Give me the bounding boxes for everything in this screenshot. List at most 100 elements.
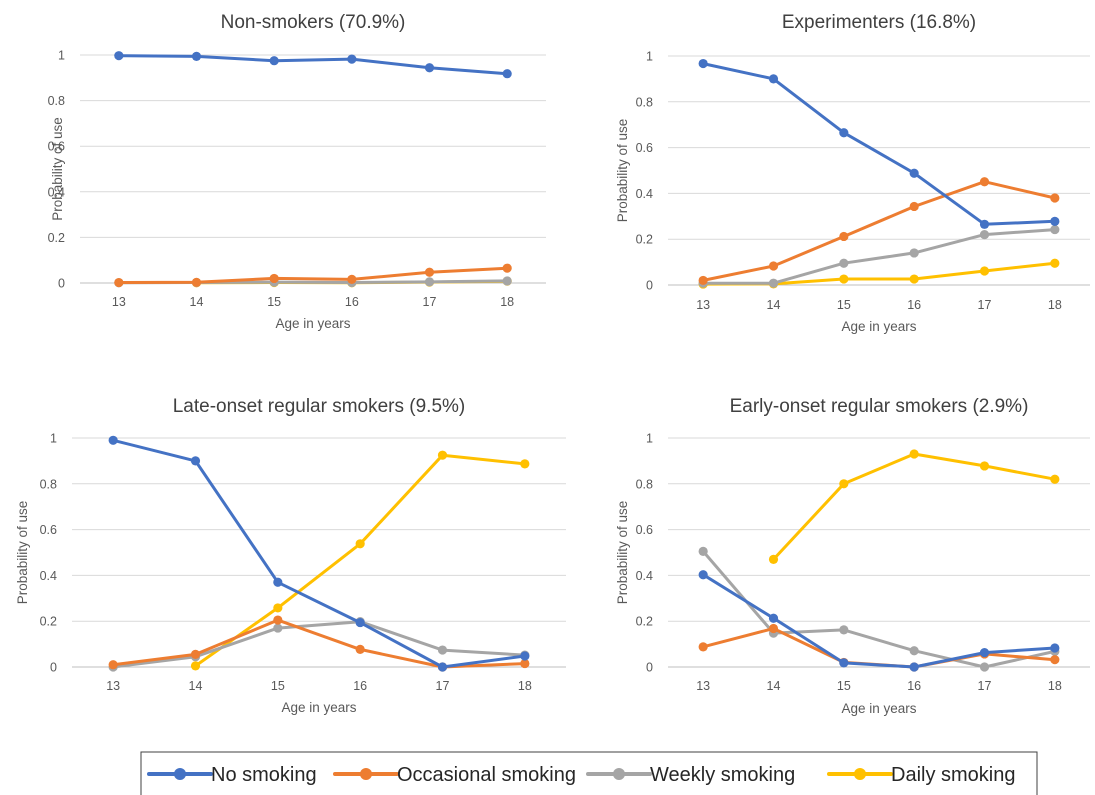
data-point <box>909 168 919 178</box>
x-tick-label: 14 <box>190 295 204 309</box>
x-axis-label: Age in years <box>841 319 916 334</box>
data-point <box>1050 655 1060 665</box>
data-point <box>909 274 919 284</box>
data-point <box>114 277 124 288</box>
data-point <box>273 615 283 625</box>
y-tick-label: 0.4 <box>636 569 653 583</box>
data-point <box>1050 216 1060 226</box>
data-point <box>1050 193 1060 203</box>
y-tick-label: 0.2 <box>636 233 653 247</box>
data-point <box>190 649 201 660</box>
data-point <box>520 459 530 469</box>
y-tick-label: 0.4 <box>40 569 57 583</box>
data-point <box>355 539 365 549</box>
data-point <box>355 617 365 628</box>
data-point <box>520 651 530 661</box>
x-tick-label: 16 <box>353 679 367 693</box>
y-tick-label: 1 <box>646 432 653 446</box>
y-tick-label: 0 <box>58 277 65 291</box>
x-axis-label: Age in years <box>275 316 350 331</box>
x-tick-label: 18 <box>1048 298 1062 312</box>
data-point <box>437 645 448 655</box>
data-point <box>1050 643 1060 653</box>
series-line-no-smoking <box>701 62 1057 226</box>
data-point <box>768 74 779 84</box>
series-line-occasional-smoking <box>701 180 1057 282</box>
data-point <box>347 274 357 284</box>
data-point <box>768 554 779 564</box>
data-point <box>108 660 118 670</box>
y-tick-label: 0.4 <box>48 185 65 199</box>
data-point <box>909 646 919 656</box>
series-line-no-smoking <box>117 54 509 76</box>
y-axis-label: Probability of use <box>615 501 630 605</box>
data-point <box>839 231 849 242</box>
series-line-daily-smoking <box>772 452 1057 561</box>
y-tick-label: 0.8 <box>48 94 65 108</box>
y-tick-label: 0 <box>50 661 57 675</box>
x-tick-label: 13 <box>696 298 710 312</box>
series-line-occasional-smoking <box>117 266 509 284</box>
chart-title: Early-onset regular smokers (2.9%) <box>730 396 1029 417</box>
data-point <box>355 644 365 654</box>
data-point <box>839 258 849 268</box>
y-tick-label: 0.6 <box>40 523 57 537</box>
y-tick-label: 0 <box>646 279 653 293</box>
x-tick-label: 17 <box>436 679 450 693</box>
data-point <box>1050 474 1060 484</box>
chart-title: Experimenters (16.8%) <box>782 12 976 33</box>
x-tick-label: 13 <box>696 679 710 693</box>
x-tick-label: 13 <box>112 295 126 309</box>
series-line-no-smoking <box>111 438 527 669</box>
data-point <box>698 58 708 69</box>
data-point <box>909 662 919 672</box>
x-tick-label: 17 <box>978 298 992 312</box>
data-point <box>114 51 124 61</box>
legend-swatch-marker <box>360 768 372 780</box>
data-point <box>698 546 708 556</box>
y-axis-label: Probability of use <box>50 117 65 221</box>
data-point <box>979 177 990 187</box>
data-point <box>698 642 708 652</box>
data-point <box>768 613 779 623</box>
x-tick-label: 15 <box>837 679 851 693</box>
data-point <box>909 449 919 459</box>
x-tick-label: 16 <box>907 679 921 693</box>
data-point <box>979 230 990 240</box>
x-tick-label: 15 <box>267 295 281 309</box>
y-tick-label: 0 <box>646 661 653 675</box>
data-point <box>502 263 512 273</box>
x-tick-label: 14 <box>189 679 203 693</box>
x-tick-label: 13 <box>106 679 120 693</box>
x-tick-label: 17 <box>423 295 437 309</box>
series-line-occasional-smoking <box>701 627 1057 669</box>
data-point <box>424 277 435 287</box>
legend: No smoking Occasional smoking Weekly smoki… <box>140 751 1038 795</box>
x-tick-label: 14 <box>767 298 781 312</box>
chart-panel-1: 0 0.2 0.4 0.6 0.8 1 13 14 15 16 17 18 Non-smokers (7… <box>48 12 546 331</box>
data-point <box>191 277 202 287</box>
y-axis-label: Probability of use <box>15 501 30 605</box>
series-line-weekly-smoking <box>701 228 1057 285</box>
y-axis-label: Probability of use <box>615 119 630 223</box>
data-point <box>839 658 849 668</box>
chart-title: Late-onset regular smokers (9.5%) <box>173 396 466 417</box>
y-tick-label: 0.4 <box>636 187 653 201</box>
data-point <box>979 219 990 229</box>
y-tick-label: 1 <box>58 49 65 63</box>
data-point <box>520 658 530 669</box>
data-point <box>698 570 708 580</box>
chart-title: Non-smokers (70.9%) <box>221 12 406 33</box>
data-point <box>979 662 990 672</box>
legend-swatch-marker <box>174 768 186 780</box>
data-point <box>437 662 448 672</box>
data-point <box>273 623 283 633</box>
legend-swatch-marker <box>613 768 625 780</box>
data-point <box>424 267 435 277</box>
x-tick-label: 14 <box>767 679 781 693</box>
y-tick-label: 0.8 <box>636 477 653 491</box>
legend-label: No smoking <box>211 764 317 786</box>
data-point <box>108 435 118 445</box>
y-tick-label: 0.6 <box>48 140 65 154</box>
data-point <box>502 276 512 286</box>
